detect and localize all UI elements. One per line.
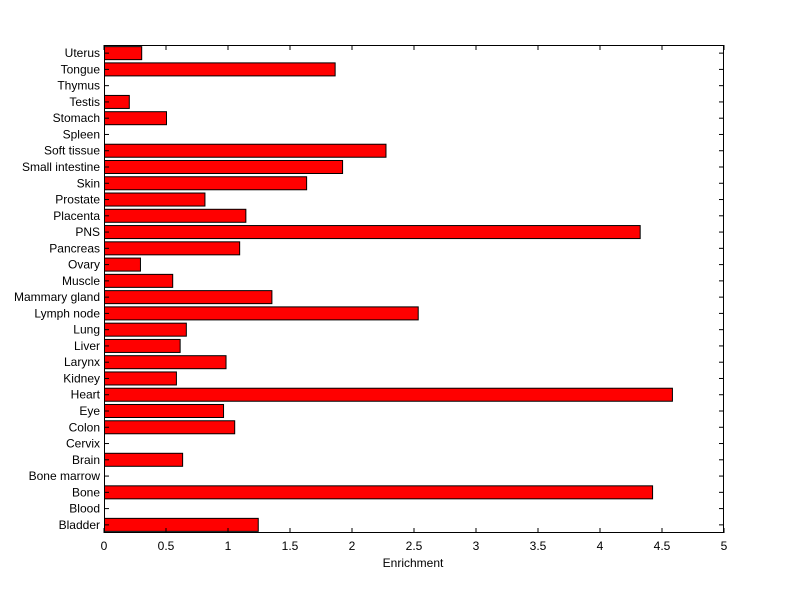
y-tick-label: Testis: [69, 95, 100, 109]
bar-stomach: [104, 111, 167, 126]
bar-placenta: [104, 208, 247, 223]
bar-heart: [104, 387, 673, 402]
x-axis-title: Enrichment: [383, 556, 444, 570]
bar-muscle: [104, 273, 174, 288]
x-tick-label: 0: [101, 539, 108, 553]
y-tick-label: Lung: [73, 323, 100, 337]
bar-mammary-gland: [104, 290, 273, 305]
bar-liver: [104, 338, 181, 353]
y-tick-label: Mammary gland: [14, 290, 100, 304]
y-tick-label: Kidney: [63, 371, 100, 385]
y-tick-label: Placenta: [53, 209, 100, 223]
x-tick-label: 3: [473, 539, 480, 553]
bar-small-intestine: [104, 159, 344, 175]
y-tick-label: Larynx: [64, 355, 100, 369]
y-tick-label: PNS: [75, 225, 100, 239]
bar-brain: [104, 452, 184, 467]
y-tick-label: Eye: [79, 404, 100, 418]
bar-pns: [104, 225, 641, 240]
y-tick-label: Small intestine: [22, 160, 100, 174]
bar-bladder: [104, 517, 259, 532]
plot-frame: [104, 45, 724, 533]
bar-lung: [104, 322, 187, 337]
bar-prostate: [104, 192, 206, 207]
y-tick-label: Lymph node: [34, 306, 100, 320]
bar-colon: [104, 420, 236, 435]
y-tick-label: Prostate: [55, 193, 100, 207]
plot-background: [104, 45, 724, 533]
bar-kidney: [104, 371, 177, 386]
y-tick-label: Cervix: [66, 437, 100, 451]
x-tick-label: 5: [721, 539, 728, 553]
y-tick-label: Bone: [72, 485, 100, 499]
x-tick-label: 4: [597, 539, 604, 553]
y-tick-label: Bone marrow: [29, 469, 101, 483]
bar-tongue: [104, 62, 336, 77]
y-tick-label: Spleen: [63, 127, 100, 141]
x-tick-label: 4.5: [654, 539, 671, 553]
bar-eye: [104, 403, 225, 418]
bar-ovary: [104, 257, 141, 272]
y-tick-label: Tongue: [61, 62, 101, 76]
bar-bone: [104, 485, 654, 500]
y-tick-label: Muscle: [62, 274, 100, 288]
y-tick-label: Brain: [72, 453, 100, 467]
y-tick-label: Thymus: [57, 79, 100, 93]
y-tick-label: Ovary: [68, 258, 100, 272]
x-tick-label: 3.5: [530, 539, 547, 553]
x-tick-label: 0.5: [158, 539, 175, 553]
bar-lymph-node: [104, 306, 419, 321]
bar-uterus: [104, 46, 143, 61]
y-tick-label: Stomach: [53, 111, 100, 125]
y-tick-label: Liver: [74, 339, 100, 353]
bar-skin: [104, 176, 308, 191]
x-tick-label: 1: [225, 539, 232, 553]
y-tick-label: Pancreas: [49, 241, 100, 255]
bar-larynx: [104, 355, 227, 370]
x-tick-label: 2.5: [406, 539, 423, 553]
bar-soft-tissue: [104, 143, 387, 158]
y-tick-label: Blood: [69, 502, 100, 516]
y-tick-label: Bladder: [59, 518, 100, 532]
x-tick-label: 2: [349, 539, 356, 553]
x-tick-label: 1.5: [282, 539, 299, 553]
y-tick-label: Colon: [69, 420, 100, 434]
y-tick-label: Skin: [77, 176, 100, 190]
y-tick-label: Uterus: [65, 46, 100, 60]
bar-pancreas: [104, 241, 241, 256]
y-tick-label: Heart: [71, 388, 101, 402]
y-tick-label: Soft tissue: [44, 144, 100, 158]
